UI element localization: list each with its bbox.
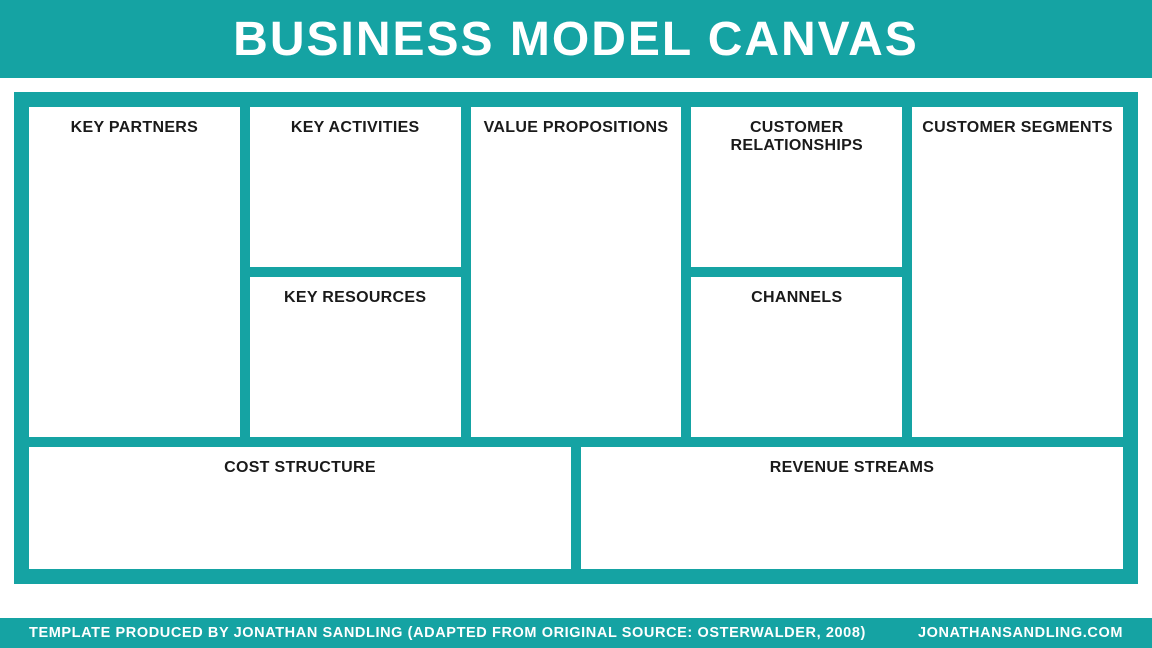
label-key-resources: KEY RESOURCES [260, 289, 451, 307]
cell-customer-relationships: CUSTOMER RELATIONSHIPS [686, 102, 907, 272]
cell-value-propositions: VALUE PROPOSITIONS [466, 102, 687, 442]
footer-site: JONATHANSANDLING.COM [918, 625, 1123, 641]
cell-key-partners: KEY PARTNERS [24, 102, 245, 442]
label-value-propositions: VALUE PROPOSITIONS [481, 119, 672, 137]
label-customer-segments: CUSTOMER SEGMENTS [922, 119, 1113, 137]
cell-key-resources: KEY RESOURCES [245, 272, 466, 442]
label-customer-relationships: CUSTOMER RELATIONSHIPS [701, 119, 892, 155]
label-revenue-streams: REVENUE STREAMS [591, 459, 1113, 477]
business-model-canvas: KEY PARTNERS KEY ACTIVITIES KEY RESOURCE… [14, 92, 1138, 584]
label-key-partners: KEY PARTNERS [39, 119, 230, 137]
label-channels: CHANNELS [701, 289, 892, 307]
footer-banner: TEMPLATE PRODUCED BY JONATHAN SANDLING (… [0, 618, 1152, 648]
cell-channels: CHANNELS [686, 272, 907, 442]
header-banner: BUSINESS MODEL CANVAS [0, 0, 1152, 78]
cell-revenue-streams: REVENUE STREAMS [576, 442, 1128, 574]
page-title: BUSINESS MODEL CANVAS [233, 12, 919, 67]
footer-credit: TEMPLATE PRODUCED BY JONATHAN SANDLING (… [29, 625, 866, 641]
label-key-activities: KEY ACTIVITIES [260, 119, 451, 137]
label-cost-structure: COST STRUCTURE [39, 459, 561, 477]
cell-customer-segments: CUSTOMER SEGMENTS [907, 102, 1128, 442]
canvas-container: KEY PARTNERS KEY ACTIVITIES KEY RESOURCE… [14, 92, 1138, 584]
cell-cost-structure: COST STRUCTURE [24, 442, 576, 574]
cell-key-activities: KEY ACTIVITIES [245, 102, 466, 272]
